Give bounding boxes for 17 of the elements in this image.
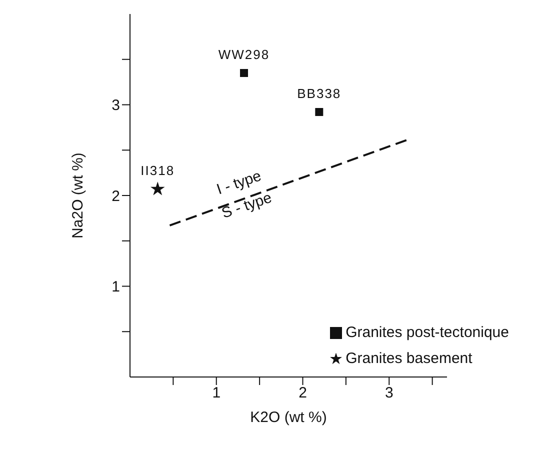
legend-label: Granites post-tectonique [346,324,509,341]
y-tick-label: 1 [112,278,120,296]
x-tick-label: 1 [212,384,221,402]
x-tick-label: 3 [384,384,394,402]
point [150,182,165,196]
y-axis-title: Na2O (wt %) [69,152,86,238]
annotation: WW298 [218,46,270,62]
point [240,68,248,77]
x-tick-label: 2 [298,384,307,402]
annotation: BB338 [297,86,342,102]
x-axis-title: K2O (wt %) [250,409,327,426]
annotation: II318 [140,163,175,178]
y-tick-label: 3 [112,97,120,114]
point [315,108,324,116]
legend-label: Granites basement [346,350,472,367]
y-tick-label: 2 [112,188,120,205]
annotation: I - type [214,168,264,198]
